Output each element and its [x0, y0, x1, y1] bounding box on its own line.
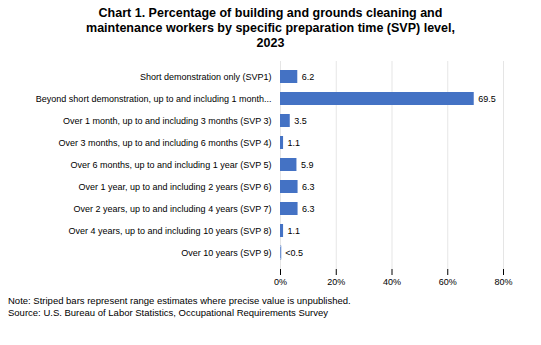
- html-text:Note: Striped bars represent r: Note: Striped bars represent range estim…: [8, 295, 351, 318]
- svg-text:<0.5: <0.5: [285, 248, 303, 258]
- svg-text:5.9: 5.9: [301, 160, 314, 170]
- svg-text:Over 1 year, up to and includi: Over 1 year, up to and including 2 years…: [79, 182, 272, 192]
- svg-text:3.5: 3.5: [294, 116, 307, 126]
- svg-text:Over 1 month, up to and includ: Over 1 month, up to and including 3 mont…: [63, 116, 271, 126]
- svg-text:1.1: 1.1: [288, 226, 301, 236]
- svg-text:Over 10 years (SVP 9): Over 10 years (SVP 9): [181, 248, 271, 258]
- svg-text:Over 2 years, up to and includ: Over 2 years, up to and including 4 year…: [74, 204, 272, 214]
- svg-text:6.3: 6.3: [302, 182, 315, 192]
- svg-text:0%: 0%: [274, 277, 287, 287]
- svg-text:40%: 40%: [383, 277, 401, 287]
- svg-text:69.5: 69.5: [478, 94, 496, 104]
- svg-text:1.1: 1.1: [288, 138, 301, 148]
- svg-text:6.2: 6.2: [302, 72, 315, 82]
- svg-text:60%: 60%: [439, 277, 457, 287]
- svg-text:80%: 80%: [494, 277, 512, 287]
- svg-text:Over 3 months, up to and inclu: Over 3 months, up to and including 6 mon…: [59, 138, 272, 148]
- svg-text:20%: 20%: [327, 277, 345, 287]
- svg-text:6.3: 6.3: [302, 204, 315, 214]
- html-text:Chart 1. Percentage of buildin: Chart 1. Percentage of building and grou…: [86, 6, 455, 50]
- svg-text:Over 6 months, up to and inclu: Over 6 months, up to and including 1 yea…: [71, 160, 272, 170]
- svg-text:Over 4 years, up to and includ: Over 4 years, up to and including 10 yea…: [69, 226, 272, 236]
- svg-text:Short demonstration only (SVP1: Short demonstration only (SVP1): [140, 72, 272, 82]
- svg-text:Beyond short demonstration, up: Beyond short demonstration, up to and in…: [36, 94, 272, 104]
